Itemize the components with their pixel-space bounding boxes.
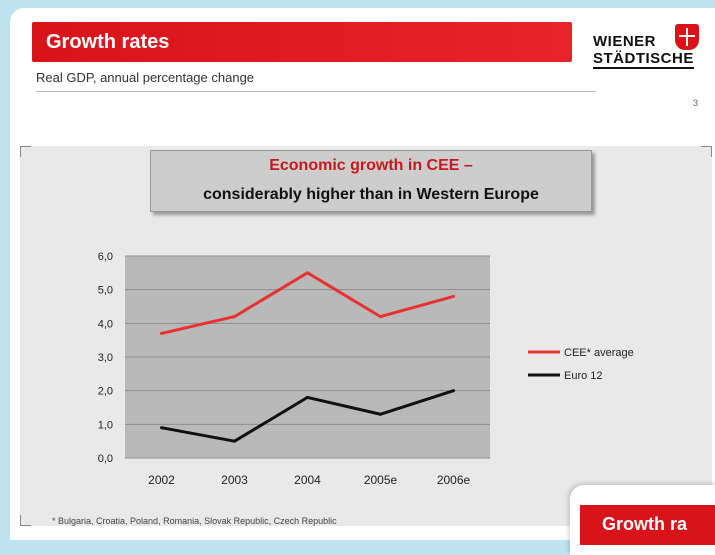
title-bar: Growth rates bbox=[32, 22, 572, 62]
data-point bbox=[379, 412, 382, 416]
logo-line1: WIENER bbox=[593, 33, 656, 50]
company-logo: WIENER STÄDTISCHE bbox=[588, 20, 708, 80]
y-tick-label: 0,0 bbox=[98, 453, 113, 465]
legend-label: Euro 12 bbox=[564, 370, 603, 382]
data-point bbox=[233, 315, 236, 319]
chart-heading-line2: considerably higher than in Western Euro… bbox=[203, 186, 539, 203]
chart-heading-line1: Economic growth in CEE – bbox=[269, 157, 473, 174]
y-tick-label: 5,0 bbox=[98, 285, 113, 297]
corner-mark bbox=[20, 515, 31, 526]
slide-title: Growth rates bbox=[46, 31, 170, 53]
next-slide-preview[interactable]: Growth ra bbox=[570, 485, 715, 555]
logo-line2: STÄDTISCHE bbox=[593, 50, 694, 69]
x-tick-label: 2006e bbox=[437, 473, 471, 487]
x-tick-label: 2004 bbox=[294, 473, 321, 487]
data-point bbox=[452, 389, 455, 393]
slide-subtitle: Real GDP, annual percentage change bbox=[36, 70, 596, 92]
gdp-line-chart: 0,0 1,0 2,0 3,0 4,0 5,0 6,0 2002 2003 2004 2005e 2… bbox=[98, 251, 634, 487]
y-tick-label: 6,0 bbox=[98, 251, 113, 263]
page-number: 3 bbox=[693, 98, 699, 108]
footnote: * Bulgaria, Croatia, Poland, Romania, Sl… bbox=[52, 516, 337, 526]
data-point bbox=[379, 315, 382, 319]
shield-cross-icon bbox=[675, 24, 699, 50]
slide: Growth rates Real GDP, annual percentage… bbox=[10, 8, 715, 540]
data-point bbox=[306, 271, 309, 275]
data-point bbox=[160, 331, 163, 335]
x-tick-label: 2003 bbox=[221, 473, 248, 487]
y-tick-label: 2,0 bbox=[98, 386, 113, 398]
next-slide-title: Growth ra bbox=[602, 514, 688, 534]
data-point bbox=[452, 294, 455, 298]
data-point bbox=[160, 426, 163, 430]
corner-mark bbox=[20, 146, 31, 157]
chart-heading-box: Economic growth in CEE – considerably hi… bbox=[150, 150, 592, 212]
y-tick-label: 4,0 bbox=[98, 318, 113, 330]
y-tick-label: 3,0 bbox=[98, 352, 113, 364]
legend-label: CEE* average bbox=[564, 347, 634, 359]
data-point bbox=[233, 439, 236, 443]
x-tick-label: 2005e bbox=[364, 473, 398, 487]
y-tick-label: 1,0 bbox=[98, 419, 113, 431]
corner-mark bbox=[701, 146, 712, 157]
data-point bbox=[306, 395, 309, 399]
next-slide-title-bar: Growth ra bbox=[580, 505, 715, 545]
chart-panel: 0,0 1,0 2,0 3,0 4,0 5,0 6,0 2002 2003 2004 2005e 2… bbox=[20, 146, 712, 526]
x-tick-label: 2002 bbox=[148, 473, 175, 487]
